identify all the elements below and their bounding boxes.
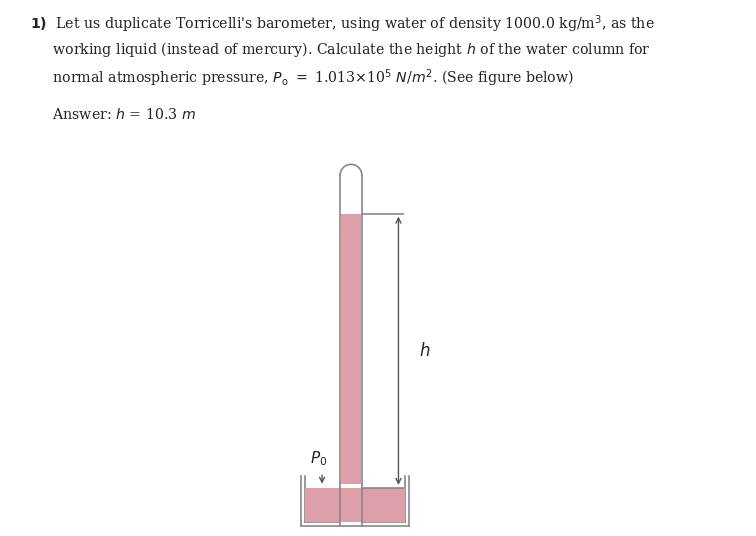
Text: $P_0$: $P_0$: [311, 450, 328, 468]
Text: Answer: $h$ = 10.3 $m$: Answer: $h$ = 10.3 $m$: [30, 107, 197, 122]
Text: $\mathbf{1)}$  Let us duplicate Torricelli's barometer, using water of density 1: $\mathbf{1)}$ Let us duplicate Torricell…: [30, 13, 655, 35]
Bar: [305, 488, 405, 523]
Text: working liquid (instead of mercury). Calculate the height $h$ of the water colum: working liquid (instead of mercury). Cal…: [30, 40, 651, 59]
Text: normal atmospheric pressure, $P_\mathrm{o}$ $=$ 1.013$\times$10$^5$ $N$/$m^2$. (: normal atmospheric pressure, $P_\mathrm{…: [30, 67, 574, 88]
Text: $h$: $h$: [419, 342, 430, 360]
Bar: [340, 214, 361, 484]
Bar: [340, 175, 361, 214]
